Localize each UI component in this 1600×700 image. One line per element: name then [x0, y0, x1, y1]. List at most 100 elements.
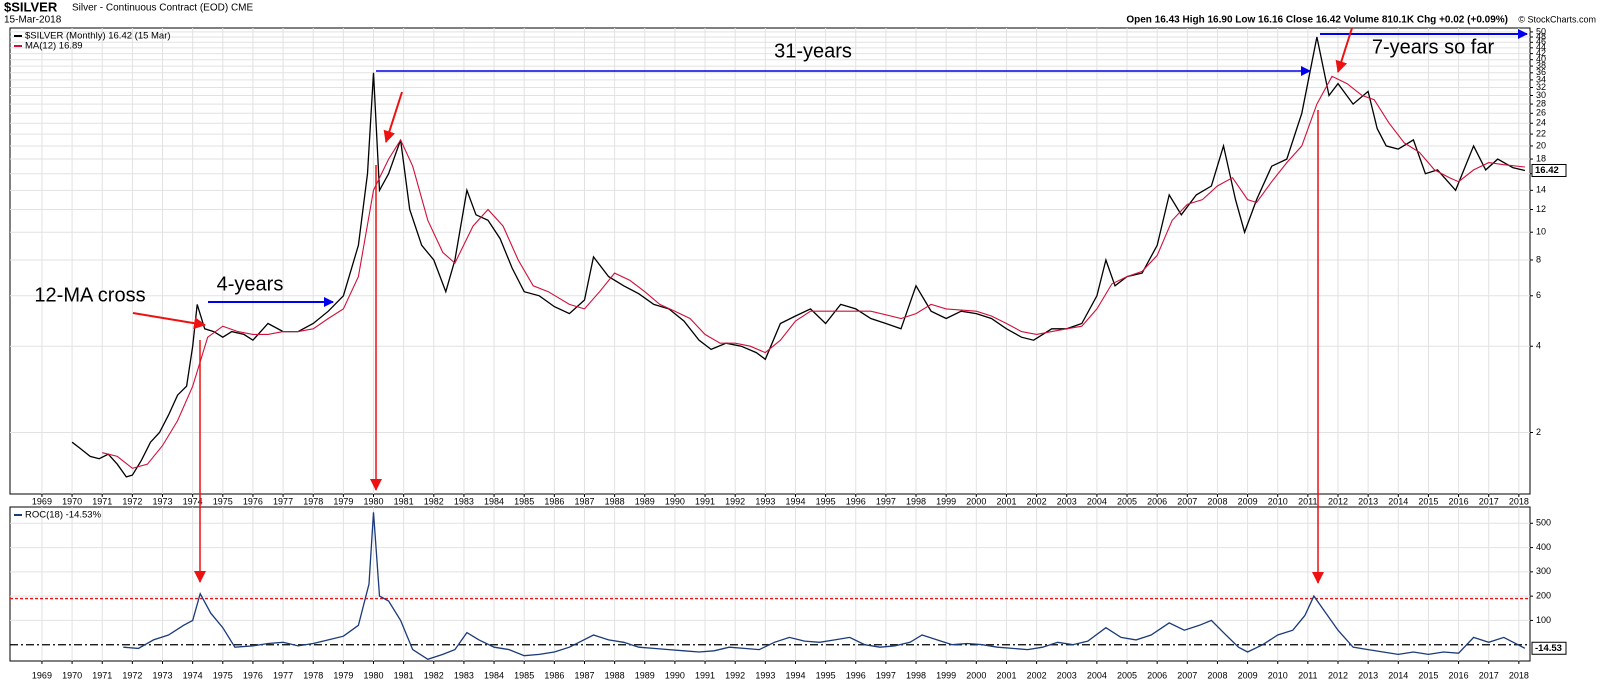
x-tick-label: 1990 [665, 670, 685, 680]
x-tick-label: 2000 [966, 670, 986, 680]
x-tick-label: 1981 [394, 496, 414, 506]
x-tick-label: 1971 [92, 670, 112, 680]
annotation-arrows [132, 27, 1528, 584]
x-tick-label: 1984 [484, 496, 504, 506]
y-tick-label: 6 [1536, 290, 1541, 300]
legend-label: $SILVER (Monthly) 16.42 (15 Mar) [25, 31, 171, 42]
x-tick-label: 2017 [1479, 670, 1499, 680]
x-tick-label: 1988 [605, 670, 625, 680]
last-value-box [1531, 641, 1567, 655]
x-tick-label: 2011 [1298, 670, 1317, 680]
x-tick-label: 2003 [1057, 670, 1077, 680]
x-tick-label: 1982 [424, 670, 444, 680]
x-tick-label: 1971 [92, 496, 112, 506]
legend-label: ROC(18) -14.53% [25, 510, 102, 521]
x-tick-label: 1978 [303, 670, 323, 680]
panel-frame [9, 506, 1531, 662]
y-tick-label: 400 [1536, 542, 1551, 552]
x-tick-label: 2003 [1057, 496, 1077, 506]
subtitle: Silver - Continuous Contract (EOD) CME [72, 3, 253, 14]
x-tick-label: 1986 [544, 670, 564, 680]
x-tick-label: 1985 [514, 670, 534, 680]
x-tick-label: 1995 [816, 496, 836, 506]
y-tick-label: 38 [1536, 60, 1546, 70]
series-line [102, 75, 1525, 469]
y-tick-label: 42 [1536, 48, 1546, 58]
x-tick-label: 1974 [183, 670, 203, 680]
x-tick-label: 1992 [725, 670, 745, 680]
x-tick-label: 1973 [152, 496, 172, 506]
y-tick-label: 34 [1536, 74, 1546, 84]
x-tick-label: 1975 [213, 670, 233, 680]
x-tick-label: 2004 [1087, 670, 1107, 680]
x-tick-label: 1988 [605, 496, 625, 506]
annotation: 31-years [774, 40, 852, 62]
annotation: 7-years so far [1372, 36, 1495, 58]
quote: Open 16.43 High 16.90 Low 16.16 Close 16… [1126, 15, 1508, 26]
y-tick-label: 2 [1536, 427, 1541, 437]
x-tick-label: 2009 [1238, 496, 1258, 506]
y-tick-label: 30 [1536, 90, 1546, 100]
x-tick-label: 1993 [755, 496, 775, 506]
y-tick-label: 24 [1536, 118, 1546, 128]
x-tick-label: 2012 [1328, 670, 1348, 680]
x-tick-label: 1991 [695, 496, 715, 506]
x-tick-label: 2004 [1087, 496, 1107, 506]
x-tick-label: 1999 [936, 670, 956, 680]
x-tick-label: 1978 [303, 496, 323, 506]
x-tick-label: 1972 [122, 496, 142, 506]
x-tick-label: 1998 [906, 496, 926, 506]
y-tick-label: 22 [1536, 128, 1546, 138]
annotation: 4-years [217, 273, 284, 295]
y-tick-label: 4 [1536, 341, 1541, 351]
x-tick-label: 2002 [1027, 496, 1047, 506]
x-tick-label: 1983 [454, 670, 474, 680]
x-tick-label: 1990 [665, 496, 685, 506]
date: 15-Mar-2018 [4, 15, 62, 26]
x-tick-label: 2010 [1268, 496, 1288, 506]
y-tick-label: 18 [1536, 153, 1546, 163]
x-tick-label: 2018 [1509, 670, 1529, 680]
x-tick-label: 1969 [32, 496, 52, 506]
series-line [123, 512, 1526, 661]
y-tick-label: 36 [1536, 67, 1546, 77]
x-tick-label: 1981 [394, 670, 414, 680]
y-tick-label: 8 [1536, 254, 1541, 264]
x-tick-label: 2005 [1117, 670, 1137, 680]
x-tick-label: 2006 [1147, 670, 1167, 680]
x-tick-label: 1998 [906, 670, 926, 680]
x-tick-label: 1992 [725, 496, 745, 506]
x-tick-label: 2016 [1449, 670, 1469, 680]
y-tick-label: 100 [1536, 615, 1551, 625]
x-tick-label: 1994 [785, 670, 805, 680]
x-tick-label: 2017 [1479, 496, 1499, 506]
last-value-label: 16.42 [1535, 165, 1559, 176]
x-tick-label: 2013 [1358, 496, 1378, 506]
x-tick-label: 2008 [1207, 670, 1227, 680]
y-tick-label: 28 [1536, 98, 1546, 108]
y-tick-label: 10 [1536, 227, 1546, 237]
x-tick-label: 1979 [333, 496, 353, 506]
arrow [383, 91, 403, 143]
x-tick-label: 1980 [363, 670, 383, 680]
x-tick-label: 2008 [1207, 496, 1227, 506]
x-tick-label: 2001 [996, 670, 1016, 680]
x-tick-label: 2015 [1418, 496, 1438, 506]
x-tick-label: 2010 [1268, 670, 1288, 680]
panel-frame [9, 27, 1531, 495]
x-tick-label: 2001 [996, 496, 1016, 506]
x-tick-label: 1975 [213, 496, 233, 506]
x-tick-label: 1989 [635, 496, 655, 506]
x-tick-label: 1970 [62, 670, 82, 680]
y-tick-label: 26 [1536, 108, 1546, 118]
x-tick-label: 2016 [1449, 496, 1469, 506]
x-tick-label: 2007 [1177, 496, 1197, 506]
x-tick-label: 1969 [32, 670, 52, 680]
x-tick-label: 1987 [574, 670, 594, 680]
x-tick-label: 1997 [876, 670, 896, 680]
x-tick-label: 1985 [514, 496, 534, 506]
x-tick-label: 1977 [273, 496, 293, 506]
x-tick-label: 1976 [243, 670, 263, 680]
x-tick-label: 2015 [1418, 670, 1438, 680]
